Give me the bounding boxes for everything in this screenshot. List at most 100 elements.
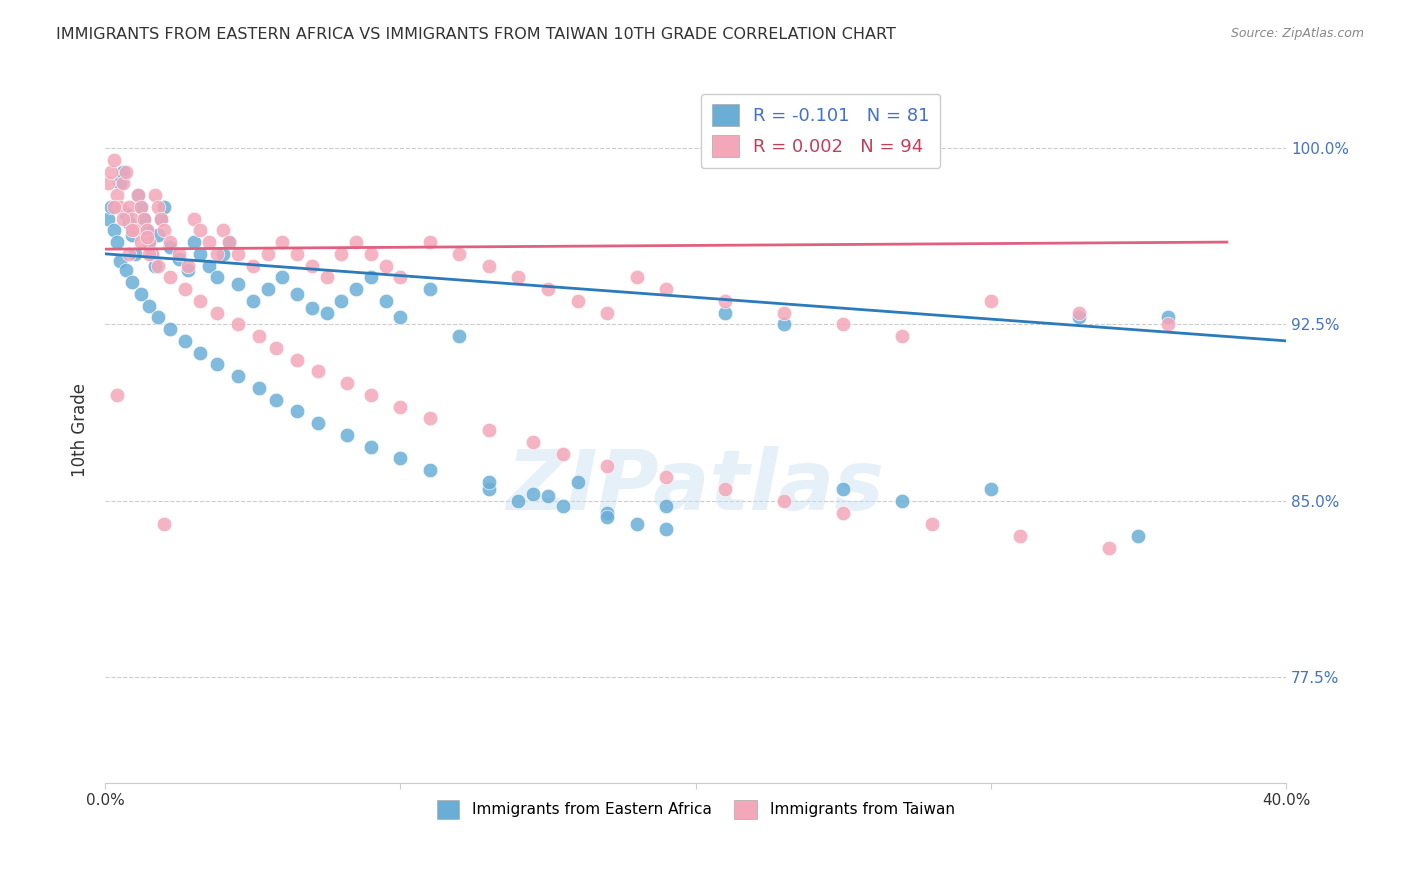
Point: [111, 176, 134, 190]
Point: [285, 286, 308, 301]
Point: [773, 493, 796, 508]
Point: [174, 334, 197, 348]
Point: [1157, 310, 1180, 325]
Point: [508, 493, 530, 508]
Point: [167, 247, 190, 261]
Point: [100, 164, 122, 178]
Point: [121, 227, 143, 242]
Point: [551, 447, 574, 461]
Point: [207, 358, 229, 372]
Point: [153, 200, 176, 214]
Point: [226, 247, 249, 261]
Point: [773, 305, 796, 319]
Point: [344, 235, 367, 249]
Point: [207, 247, 229, 261]
Point: [374, 259, 396, 273]
Point: [360, 388, 382, 402]
Point: [921, 517, 943, 532]
Point: [183, 211, 205, 226]
Point: [567, 293, 589, 308]
Point: [655, 470, 678, 484]
Point: [121, 211, 143, 226]
Point: [226, 277, 249, 292]
Point: [271, 235, 294, 249]
Point: [242, 293, 264, 308]
Point: [218, 235, 240, 249]
Point: [419, 411, 441, 425]
Point: [212, 223, 235, 237]
Point: [360, 270, 382, 285]
Point: [285, 352, 308, 367]
Point: [307, 416, 329, 430]
Point: [478, 259, 501, 273]
Point: [124, 223, 146, 237]
Point: [129, 286, 152, 301]
Point: [197, 259, 219, 273]
Point: [537, 282, 560, 296]
Point: [242, 259, 264, 273]
Point: [138, 299, 160, 313]
Point: [1128, 529, 1150, 543]
Point: [159, 322, 181, 336]
Point: [177, 259, 200, 273]
Point: [256, 282, 278, 296]
Text: IMMIGRANTS FROM EASTERN AFRICA VS IMMIGRANTS FROM TAIWAN 10TH GRADE CORRELATION : IMMIGRANTS FROM EASTERN AFRICA VS IMMIGR…: [56, 27, 896, 42]
Point: [247, 381, 270, 395]
Point: [419, 463, 441, 477]
Point: [135, 223, 157, 237]
Point: [100, 200, 122, 214]
Point: [103, 153, 125, 167]
Point: [118, 216, 141, 230]
Point: [522, 435, 544, 450]
Point: [115, 164, 138, 178]
Point: [226, 318, 249, 332]
Point: [285, 247, 308, 261]
Point: [129, 235, 152, 249]
Point: [256, 247, 278, 261]
Text: Source: ZipAtlas.com: Source: ZipAtlas.com: [1230, 27, 1364, 40]
Point: [153, 223, 176, 237]
Point: [315, 305, 337, 319]
Point: [105, 188, 128, 202]
Point: [596, 510, 619, 524]
Point: [111, 211, 134, 226]
Point: [105, 235, 128, 249]
Point: [980, 293, 1002, 308]
Point: [551, 499, 574, 513]
Point: [153, 517, 176, 532]
Point: [121, 223, 143, 237]
Point: [121, 275, 143, 289]
Point: [97, 176, 120, 190]
Point: [330, 247, 353, 261]
Point: [145, 259, 167, 273]
Point: [360, 440, 382, 454]
Point: [150, 211, 173, 226]
Point: [1069, 310, 1091, 325]
Point: [108, 200, 131, 214]
Point: [1069, 305, 1091, 319]
Point: [266, 392, 288, 407]
Point: [129, 200, 152, 214]
Point: [226, 369, 249, 384]
Point: [655, 282, 678, 296]
Point: [596, 458, 619, 473]
Point: [389, 400, 412, 414]
Point: [773, 318, 796, 332]
Point: [626, 270, 648, 285]
Point: [115, 207, 138, 221]
Point: [145, 188, 167, 202]
Point: [301, 301, 323, 315]
Point: [478, 423, 501, 437]
Point: [148, 200, 170, 214]
Point: [197, 235, 219, 249]
Point: [108, 176, 131, 190]
Point: [832, 506, 855, 520]
Point: [374, 293, 396, 308]
Point: [537, 489, 560, 503]
Point: [980, 482, 1002, 496]
Point: [389, 310, 412, 325]
Point: [891, 329, 914, 343]
Point: [449, 247, 471, 261]
Point: [135, 230, 157, 244]
Point: [188, 345, 211, 359]
